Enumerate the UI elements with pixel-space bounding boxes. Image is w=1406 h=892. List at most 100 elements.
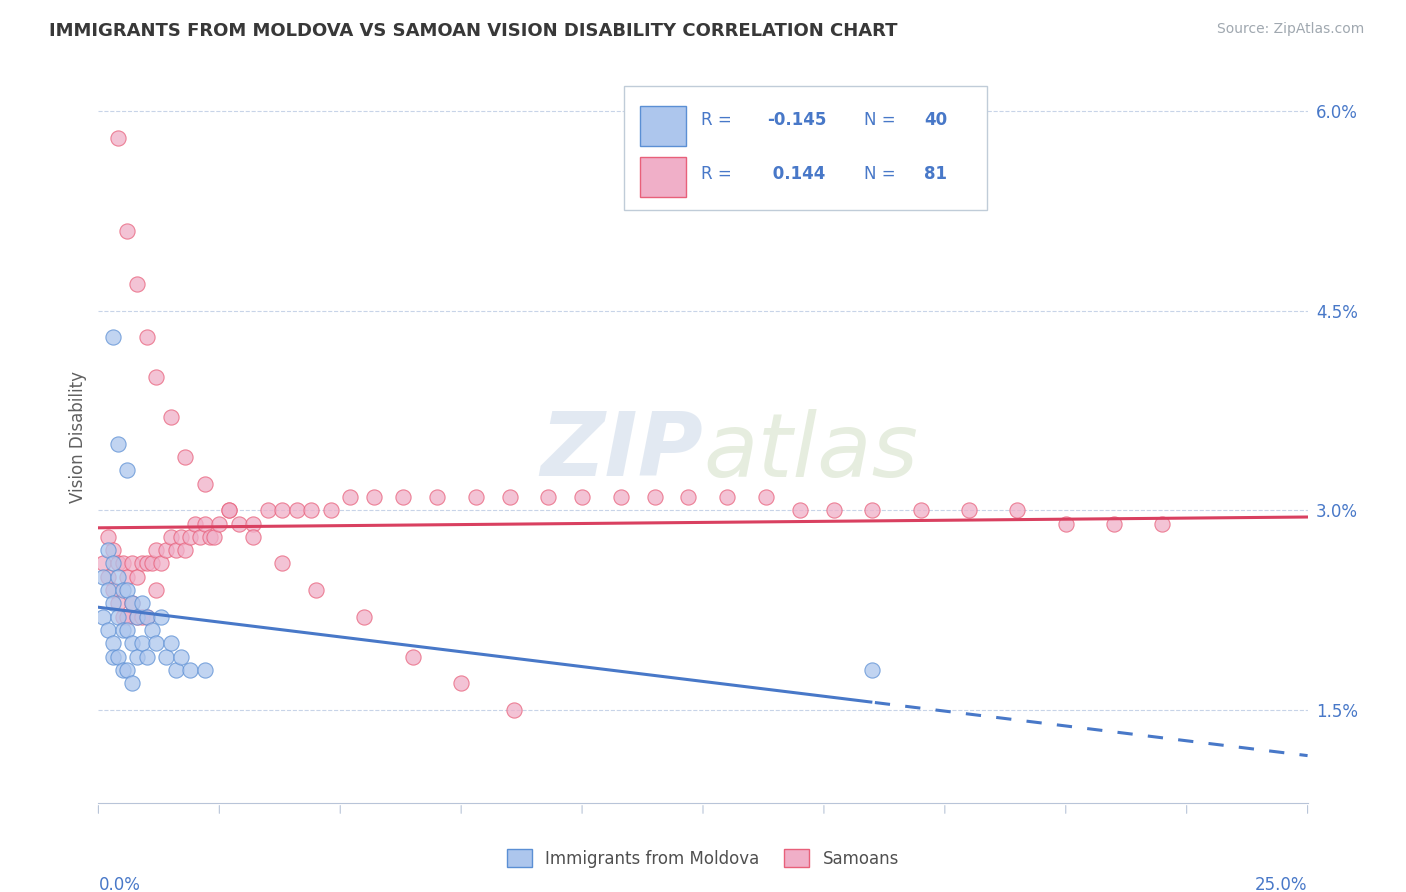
Point (285, 503, 308, 517)
Point (117, 224, 139, 238)
Point (198, 530, 221, 544)
Point (101, 330, 124, 344)
Point (121, 676, 143, 690)
Point (503, 703, 526, 717)
Point (131, 557, 153, 571)
Point (111, 609, 134, 624)
Point (145, 370, 167, 384)
Point (169, 530, 191, 544)
Text: R =: R = (700, 112, 737, 129)
Point (402, 649, 425, 664)
Point (1007, 503, 1029, 517)
Point (135, 609, 157, 624)
Point (101, 543, 124, 558)
Point (1152, 516, 1174, 531)
Point (160, 530, 183, 544)
Text: IMMIGRANTS FROM MOLDOVA VS SAMOAN VISION DISABILITY CORRELATION CHART: IMMIGRANTS FROM MOLDOVA VS SAMOAN VISION… (49, 22, 897, 40)
Point (107, 131, 129, 145)
Point (91, 609, 114, 624)
Point (610, 490, 633, 504)
Point (537, 490, 560, 504)
Point (145, 543, 167, 558)
Point (117, 582, 139, 597)
Point (188, 530, 211, 544)
Point (131, 636, 153, 650)
Point (179, 663, 201, 677)
Point (242, 530, 264, 544)
Point (165, 543, 187, 558)
Point (860, 663, 883, 677)
Point (111, 582, 134, 597)
Point (131, 596, 153, 610)
Point (101, 582, 124, 597)
Point (644, 490, 666, 504)
Point (426, 490, 449, 504)
Text: 40: 40 (924, 112, 948, 129)
Text: 25.0%: 25.0% (1256, 876, 1308, 892)
Point (305, 582, 328, 597)
Point (121, 596, 143, 610)
Point (145, 582, 167, 597)
Legend: Immigrants from Moldova, Samoans: Immigrants from Moldova, Samoans (506, 849, 900, 868)
Point (194, 663, 217, 677)
Point (392, 490, 415, 504)
Point (127, 570, 149, 584)
FancyBboxPatch shape (640, 105, 686, 145)
Point (242, 516, 264, 531)
Point (101, 557, 124, 571)
Point (160, 636, 183, 650)
Point (271, 557, 294, 571)
Text: 0.144: 0.144 (768, 165, 825, 183)
Text: Source: ZipAtlas.com: Source: ZipAtlas.com (1216, 22, 1364, 37)
Point (127, 609, 149, 624)
Point (194, 516, 217, 531)
Point (127, 649, 149, 664)
Point (121, 557, 143, 571)
Point (117, 623, 139, 637)
Point (117, 609, 139, 624)
Point (1102, 516, 1125, 531)
Text: ZIP: ZIP (540, 409, 703, 495)
Point (165, 663, 187, 677)
Point (194, 476, 217, 491)
Point (97, 530, 120, 544)
Point (145, 636, 167, 650)
Point (1054, 516, 1077, 531)
Point (160, 410, 183, 425)
Point (111, 663, 134, 677)
Point (319, 503, 342, 517)
Point (789, 503, 811, 517)
Point (127, 609, 149, 624)
Text: N =: N = (863, 165, 901, 183)
Point (97, 623, 120, 637)
Text: N =: N = (863, 112, 901, 129)
Point (184, 516, 207, 531)
Point (91, 557, 114, 571)
Point (228, 516, 250, 531)
Point (169, 649, 191, 664)
Point (218, 503, 240, 517)
Point (111, 557, 134, 571)
Point (299, 503, 322, 517)
Point (101, 596, 124, 610)
Text: R =: R = (700, 165, 737, 183)
Point (823, 503, 845, 517)
Point (174, 543, 197, 558)
Text: -0.145: -0.145 (768, 112, 827, 129)
Point (571, 490, 593, 504)
Point (117, 663, 139, 677)
Point (107, 570, 129, 584)
Point (678, 490, 700, 504)
Point (91, 570, 114, 584)
FancyBboxPatch shape (624, 86, 987, 211)
Point (107, 436, 129, 450)
Point (860, 503, 883, 517)
Point (450, 676, 472, 690)
Text: 0.0%: 0.0% (98, 876, 141, 892)
Point (101, 636, 124, 650)
FancyBboxPatch shape (640, 157, 686, 197)
Point (208, 516, 231, 531)
Point (97, 582, 120, 597)
Point (155, 543, 177, 558)
Point (117, 570, 139, 584)
